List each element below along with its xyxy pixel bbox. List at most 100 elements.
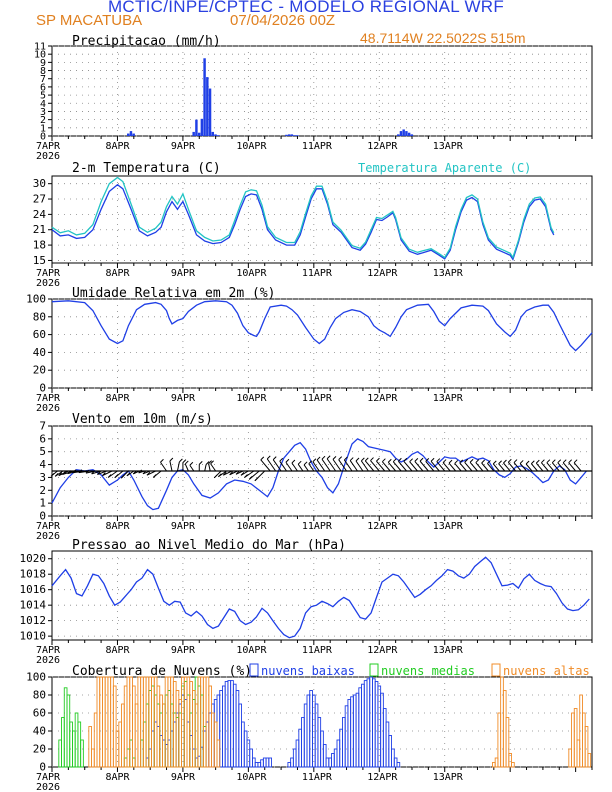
precip-ytick-label: 3 [40, 107, 46, 118]
rh-xtick-label: 13APR [433, 393, 464, 404]
rh-frame [51, 298, 593, 389]
pressure-ytick-label: 1010 [20, 630, 47, 643]
wind-barb-feather [107, 474, 112, 478]
wind-barb-feather [546, 459, 551, 464]
precip-bar [285, 134, 288, 136]
rh-ytick-label: 20 [33, 364, 46, 377]
wind-barb-feather [414, 458, 419, 462]
wind-xtick-label: 12APR [367, 521, 398, 532]
wind-barb-feather [370, 457, 374, 461]
wind-barb-feather [126, 472, 131, 477]
rh-xtick-label: 12APR [367, 393, 398, 404]
wind-barb-feather [398, 457, 402, 462]
wind-xtick-label: 10APR [236, 521, 267, 532]
wind-barb-feather [208, 460, 212, 464]
precip-ytick-label: 6 [40, 82, 46, 93]
wind-barb [338, 459, 347, 472]
wind-barb [142, 470, 151, 475]
temp-ytick-label: 27 [33, 193, 46, 206]
wind-barb [419, 460, 429, 472]
wind-barb-feather [272, 456, 277, 461]
wind-barb [535, 462, 544, 472]
wind-barb-feather [481, 459, 485, 464]
wind-barb-feather [448, 459, 453, 464]
clouds-ytick-label: 40 [33, 725, 46, 738]
wind-barb-feather [332, 455, 337, 460]
wind-barb [376, 460, 386, 472]
wind-barb [403, 460, 413, 472]
precip-bar [208, 88, 212, 136]
wind-barb [525, 463, 533, 472]
wind-barb [355, 460, 364, 472]
temp-year-label: 2026 [36, 278, 60, 289]
rh-ytick-label: 80 [33, 310, 46, 323]
wind-barb-feather [285, 458, 290, 463]
wind-barb-feather [459, 459, 464, 464]
precip-bar [200, 118, 204, 136]
precip-ytick-label: 1 [40, 123, 46, 134]
clouds-xtick-label: 7APR [36, 772, 61, 783]
precip-bar [197, 132, 201, 136]
wind-barb [72, 470, 85, 474]
wind-barb-feather [142, 470, 147, 475]
pressure-series-line [51, 556, 590, 639]
wind-xtick-label: 8APR [105, 521, 130, 532]
wind-barb [397, 460, 407, 472]
cloud-bar [216, 739, 221, 768]
wind-barb-feather [430, 457, 435, 462]
wind-barb-feather [535, 459, 540, 464]
temp-xtick-label: 10APR [236, 268, 267, 279]
wind-barb [210, 463, 217, 472]
precip-bar [129, 131, 133, 136]
pressure-frame [51, 550, 593, 641]
clouds-xtick-label: 9APR [171, 772, 196, 783]
run-date-label: 07/04/2026 00Z [230, 12, 336, 29]
precip-bar [203, 58, 206, 136]
clouds-ytick-label: 0 [39, 761, 46, 774]
wind-barb-feather [218, 473, 222, 478]
wind-barb [568, 462, 577, 472]
precip-bar [214, 134, 217, 136]
temp-xtick-label: 7APR [36, 268, 61, 279]
wind-barb [557, 462, 566, 472]
rh-xtick-label: 7APR [36, 393, 61, 404]
wind-barb-feather [184, 460, 189, 465]
clouds-xtick-label: 8APR [105, 772, 130, 783]
rh-ytick-label: 100 [26, 293, 46, 306]
wind-barb-feather [492, 460, 497, 465]
cloud-legend-swatch [491, 663, 501, 677]
rh-panel-title: Umidade Relativa em 2m (%) [72, 286, 276, 301]
wind-barb [303, 464, 309, 472]
wind-barb-feather [138, 469, 142, 474]
wind-barb-feather [222, 471, 227, 476]
wind-barb [448, 462, 457, 472]
wind-barb [97, 470, 107, 476]
pressure-ytick-label: 1018 [20, 568, 47, 581]
wind-ytick-label: 5 [39, 445, 46, 458]
wind-barb-feather [326, 455, 331, 460]
wind-barb [176, 461, 180, 472]
wind-barb-feather [62, 471, 66, 475]
wind-barb-feather [403, 457, 408, 462]
cloud-bar [88, 726, 92, 768]
wind-barb-feather [78, 469, 83, 474]
wind-barb-feather [364, 457, 369, 462]
wind-barb-feather [360, 457, 365, 462]
wind-barb [464, 461, 473, 472]
wind-barb-feather [498, 460, 502, 465]
wind-barb-feather [343, 456, 348, 461]
precip-bar [293, 135, 296, 136]
wind-barb-feather [442, 459, 447, 463]
wind-barb [513, 462, 522, 472]
precip-year-label: 2026 [36, 151, 60, 162]
location-label: SP MACATUBA [36, 12, 143, 29]
precip-xtick-label: 9APR [171, 141, 196, 152]
wind-barb [454, 463, 462, 472]
precip-bar [290, 134, 294, 136]
temp-xtick-label: 8APR [105, 268, 130, 279]
wind-barb-feather [91, 470, 96, 475]
wind-barb [279, 460, 287, 472]
wind-barb [430, 460, 440, 472]
wind-barb [208, 463, 211, 472]
